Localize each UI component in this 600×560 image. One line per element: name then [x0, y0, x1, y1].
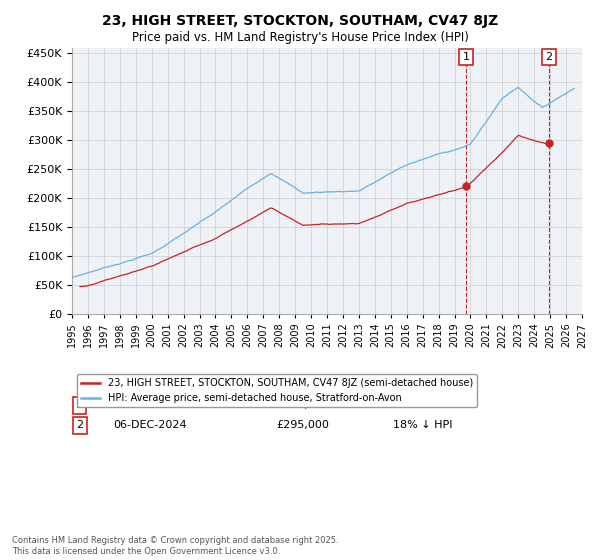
Text: 06-DEC-2024: 06-DEC-2024: [113, 421, 187, 430]
Text: 1: 1: [463, 52, 470, 62]
Text: 27-SEP-2019: 27-SEP-2019: [113, 400, 184, 410]
Text: 18% ↓ HPI: 18% ↓ HPI: [394, 421, 453, 430]
Text: Price paid vs. HM Land Registry's House Price Index (HPI): Price paid vs. HM Land Registry's House …: [131, 31, 469, 44]
Text: 2: 2: [76, 421, 83, 430]
Legend: 23, HIGH STREET, STOCKTON, SOUTHAM, CV47 8JZ (semi-detached house), HPI: Average: 23, HIGH STREET, STOCKTON, SOUTHAM, CV47…: [77, 374, 477, 407]
Text: 23, HIGH STREET, STOCKTON, SOUTHAM, CV47 8JZ: 23, HIGH STREET, STOCKTON, SOUTHAM, CV47…: [102, 14, 498, 28]
Text: 2: 2: [545, 52, 553, 62]
Text: 26% ↓ HPI: 26% ↓ HPI: [394, 400, 453, 410]
Text: Contains HM Land Registry data © Crown copyright and database right 2025.
This d: Contains HM Land Registry data © Crown c…: [12, 536, 338, 556]
Text: £220,000: £220,000: [276, 400, 329, 410]
Text: £295,000: £295,000: [276, 421, 329, 430]
Text: 1: 1: [76, 400, 83, 410]
